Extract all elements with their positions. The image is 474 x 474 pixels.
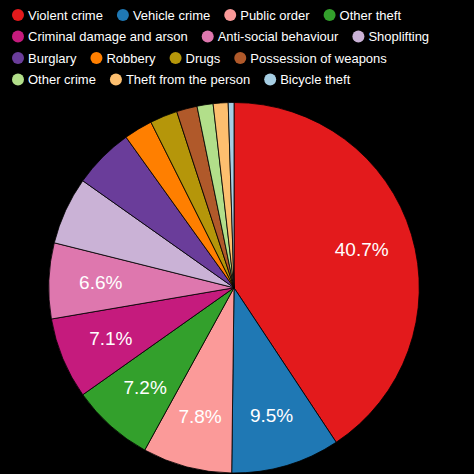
legend-label: Burglary [28, 51, 77, 66]
legend-label: Other theft [340, 8, 402, 23]
legend-label: Bicycle theft [280, 72, 350, 87]
legend-label: Possession of weapons [250, 51, 387, 66]
legend: Violent crime Vehicle crime Public order Ot… [12, 8, 429, 88]
legend-item: Other theft [324, 8, 402, 23]
legend-item: Criminal damage and arson [12, 29, 188, 44]
legend-swatch [324, 9, 336, 21]
legend-label: Drugs [186, 51, 221, 66]
legend-label: Anti-social behaviour [218, 29, 339, 44]
legend-item: Burglary [12, 51, 77, 66]
slice [228, 102, 234, 287]
legend-item: Bicycle theft [264, 72, 350, 87]
data-labels: 40.7% 9.5% 7.8% 7.2% 7.1% 6.6% [79, 239, 389, 427]
data-label: 7.8% [178, 406, 221, 427]
legend-swatch [12, 31, 24, 43]
legend-item: Other crime [12, 72, 96, 87]
legend-swatch [352, 31, 364, 43]
data-label: 7.2% [124, 377, 167, 398]
legend-swatch [12, 74, 24, 86]
legend-swatch [117, 9, 129, 21]
legend-item: Theft from the person [110, 72, 250, 87]
legend-swatch [110, 74, 122, 86]
legend-item: Vehicle crime [117, 8, 210, 23]
slice [213, 103, 234, 288]
chart: Violent crime Vehicle crime Public order Ot… [0, 0, 474, 474]
legend-label: Shoplifting [368, 29, 429, 44]
data-label: 40.7% [335, 239, 389, 260]
legend-swatch [202, 31, 214, 43]
legend-item: Drugs [170, 51, 221, 66]
legend-label: Public order [240, 8, 310, 23]
legend-label: Vehicle crime [133, 8, 210, 23]
pie [49, 102, 419, 472]
legend-swatch [12, 52, 24, 64]
legend-swatch [90, 52, 102, 64]
legend-item: Violent crime [12, 8, 103, 23]
legend-swatch [12, 9, 24, 21]
legend-swatch [224, 9, 236, 21]
data-label: 6.6% [79, 272, 122, 293]
legend-item: Anti-social behaviour [202, 29, 339, 44]
legend-item: Possession of weapons [234, 51, 387, 66]
legend-item: Robbery [90, 51, 156, 66]
slice [232, 288, 337, 473]
legend-item: Shoplifting [352, 29, 429, 44]
legend-label: Violent crime [28, 8, 103, 23]
legend-item: Public order [224, 8, 310, 23]
legend-label: Theft from the person [126, 72, 250, 87]
data-label: 9.5% [250, 405, 293, 426]
legend-label: Robbery [106, 51, 156, 66]
legend-swatch [170, 52, 182, 64]
legend-swatch [234, 52, 246, 64]
legend-label: Other crime [28, 72, 96, 87]
legend-swatch [264, 74, 276, 86]
data-label: 7.1% [89, 328, 132, 349]
legend-label: Criminal damage and arson [28, 29, 188, 44]
